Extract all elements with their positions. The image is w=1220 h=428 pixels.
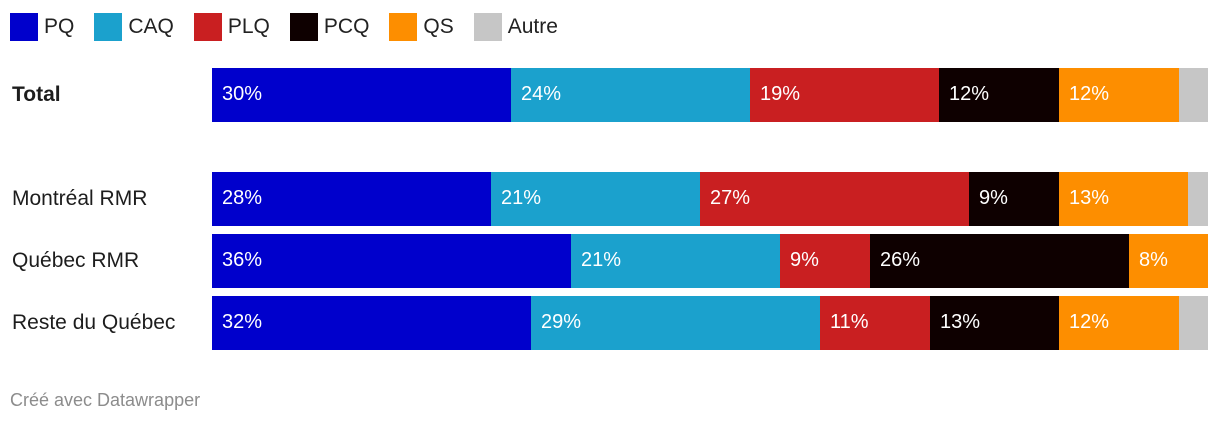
bar-segment-pq: 32% xyxy=(212,296,531,350)
data-label: 28% xyxy=(222,187,263,209)
data-label: 30% xyxy=(222,83,263,105)
bar-segment-pq: 30% xyxy=(212,68,511,122)
data-label: 27% xyxy=(710,187,751,209)
bar-segment-plq: 19% xyxy=(750,68,939,122)
data-label: 21% xyxy=(581,249,622,271)
bar-segment-plq: 27% xyxy=(700,172,969,226)
legend-label: PQ xyxy=(44,15,75,38)
bar-segment-pcq: 26% xyxy=(870,234,1129,288)
category-label: Québec RMR xyxy=(12,249,140,272)
legend-label: Autre xyxy=(507,15,558,38)
bar-row-montreal-rmr: Montréal RMR 28% 21% 27% 9% 13% xyxy=(0,172,1220,226)
bar-segment-qs: 12% xyxy=(1059,296,1179,350)
bar-segment-caq: 24% xyxy=(511,68,750,122)
legend-swatch-plq xyxy=(193,13,222,41)
legend-swatch-autre xyxy=(473,13,502,41)
bar-row-quebec-rmr: Québec RMR 36% 21% 9% 26% 8% xyxy=(0,234,1220,288)
stacked-bar: 30% 24% 19% 12% 12% xyxy=(212,68,1208,122)
data-label: 9% xyxy=(979,187,1008,209)
bar-segment-pq: 28% xyxy=(212,172,491,226)
legend-item-caq: CAQ xyxy=(94,13,174,41)
data-label: 12% xyxy=(1069,311,1110,333)
bar-segment-caq: 21% xyxy=(571,234,780,288)
bar-segment-caq: 29% xyxy=(531,296,820,350)
bar-row-reste-du-quebec: Reste du Québec 32% 29% 11% 13% 12% xyxy=(0,296,1220,350)
bar-segment-pcq: 12% xyxy=(939,68,1059,122)
bar-segment-pq: 36% xyxy=(212,234,571,288)
bar-row-total: Total 30% 24% 19% 12% 12% xyxy=(0,68,1220,122)
bar-segment-autre xyxy=(1179,296,1208,350)
bar-segment-plq: 9% xyxy=(780,234,870,288)
category-label: Montréal RMR xyxy=(12,187,148,210)
data-label: 13% xyxy=(1069,187,1110,209)
data-label: 13% xyxy=(940,311,981,333)
legend-label: PCQ xyxy=(323,15,370,38)
data-label: 29% xyxy=(541,311,582,333)
data-label: 26% xyxy=(880,249,921,271)
legend-item-pq: PQ xyxy=(10,13,74,41)
legend-label: PLQ xyxy=(227,15,270,38)
bar-segment-autre xyxy=(1188,172,1208,226)
credit-footer: Créé avec Datawrapper xyxy=(10,390,201,410)
legend-item-pcq: PCQ xyxy=(289,13,370,41)
bar-segment-qs: 8% xyxy=(1129,234,1208,288)
stacked-bar: 36% 21% 9% 26% 8% xyxy=(212,234,1208,288)
bar-segment-qs: 13% xyxy=(1059,172,1188,226)
legend-swatch-pcq xyxy=(289,13,318,41)
data-label: 8% xyxy=(1139,249,1168,271)
stacked-bar: 32% 29% 11% 13% 12% xyxy=(212,296,1208,350)
data-label: 11% xyxy=(830,311,869,333)
bar-segment-autre xyxy=(1179,68,1208,122)
legend-item-qs: QS xyxy=(389,13,454,41)
legend-swatch-caq xyxy=(94,13,123,41)
data-label: 9% xyxy=(790,249,819,271)
legend-item-autre: Autre xyxy=(473,13,558,41)
bar-segment-pcq: 13% xyxy=(930,296,1059,350)
category-label: Total xyxy=(12,83,61,106)
legend-swatch-pq xyxy=(10,13,38,41)
stacked-bar: 28% 21% 27% 9% 13% xyxy=(212,172,1208,226)
data-label: 24% xyxy=(521,83,562,105)
legend-swatch-qs xyxy=(389,13,418,41)
legend-item-plq: PLQ xyxy=(193,13,270,41)
legend-label: CAQ xyxy=(128,15,174,38)
data-label: 12% xyxy=(949,83,990,105)
chart-legend: PQ CAQ PLQ PCQ QS Autre xyxy=(10,12,578,42)
data-label: 32% xyxy=(222,311,263,333)
data-label: 21% xyxy=(501,187,542,209)
data-label: 19% xyxy=(760,83,801,105)
data-label: 12% xyxy=(1069,83,1110,105)
category-label: Reste du Québec xyxy=(12,311,176,334)
bar-segment-caq: 21% xyxy=(491,172,700,226)
legend-label: QS xyxy=(423,15,454,38)
bar-segment-plq: 11% xyxy=(820,296,930,350)
bar-segment-pcq: 9% xyxy=(969,172,1059,226)
bar-segment-qs: 12% xyxy=(1059,68,1179,122)
data-label: 36% xyxy=(222,249,263,271)
